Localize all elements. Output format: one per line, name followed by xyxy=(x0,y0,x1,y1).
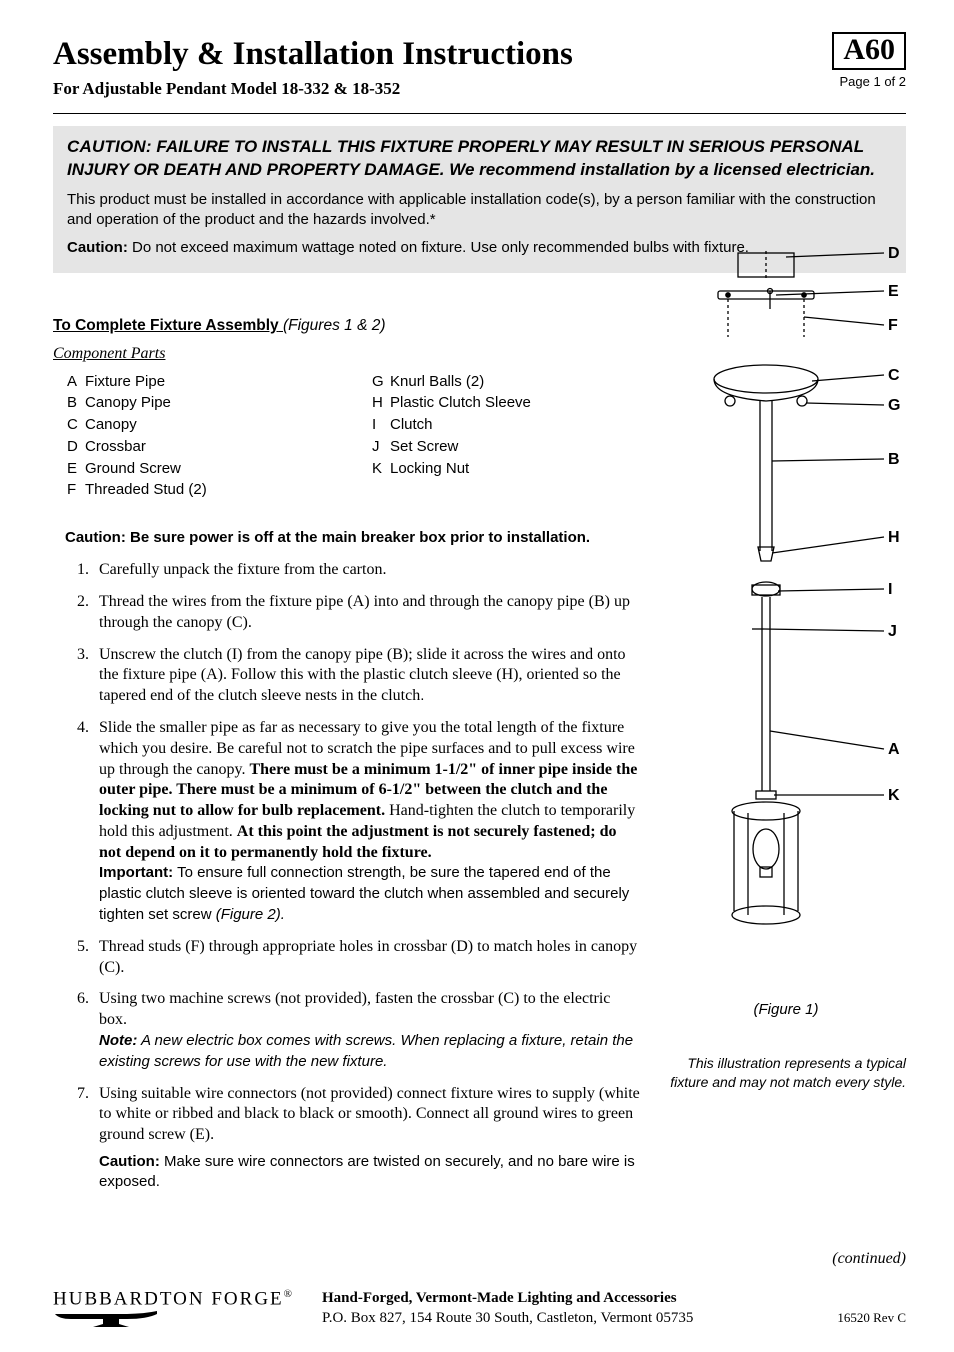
part-name: Crossbar xyxy=(85,436,207,458)
section-fig-ref: (Figures 1 & 2) xyxy=(283,317,386,335)
part-name: Ground Screw xyxy=(85,458,207,480)
step-6: Using two machine screws (not provided),… xyxy=(93,989,640,1072)
logo-text: HUBBARDTON FORGE xyxy=(53,1288,284,1309)
power-off-caution: Caution: Be sure power is off at the mai… xyxy=(53,529,640,546)
parts-list: A B C D E F Fixture Pipe Canopy Pipe Can… xyxy=(53,371,640,502)
part-name: Fixture Pipe xyxy=(85,371,207,393)
part-name: Plastic Clutch Sleeve xyxy=(390,392,531,414)
part-letter: E xyxy=(67,458,85,480)
page-title: Assembly & Installation Instructions xyxy=(53,36,573,73)
diagram-label-i: I xyxy=(888,581,892,599)
part-name: Knurl Balls (2) xyxy=(390,371,531,393)
part-letter: C xyxy=(67,414,85,436)
part-letter: K xyxy=(372,458,390,480)
page-number: Page 1 of 2 xyxy=(832,74,906,89)
step-5: Thread studs (F) through appropriate hol… xyxy=(93,937,640,979)
diagram-label-a: A xyxy=(888,741,900,759)
registered-mark: ® xyxy=(284,1288,294,1300)
section-title: To Complete Fixture Assembly (Figures 1 … xyxy=(53,317,640,335)
part-name: Threaded Stud (2) xyxy=(85,479,207,501)
caution-p3-bold: Caution: xyxy=(67,239,128,256)
step-4f: (Figure 2). xyxy=(216,906,285,923)
step-1: Carefully unpack the fixture from the ca… xyxy=(93,560,640,581)
steps-list: Carefully unpack the fixture from the ca… xyxy=(53,560,640,1191)
diagram-label-f: F xyxy=(888,317,898,335)
part-letter: D xyxy=(67,436,85,458)
footer-tagline: Hand-Forged, Vermont-Made Lighting and A… xyxy=(322,1289,809,1309)
footer-address: P.O. Box 827, 154 Route 30 South, Castle… xyxy=(322,1309,809,1329)
page-footer: HUBBARDTON FORGE® Hand-Forged, Vermont-M… xyxy=(53,1288,906,1328)
page-subtitle: For Adjustable Pendant Model 18-332 & 18… xyxy=(53,79,573,99)
step-6a: Using two machine screws (not provided),… xyxy=(99,990,610,1028)
diagram-label-j: J xyxy=(888,623,897,641)
step-4-important: Important: xyxy=(99,864,173,881)
section-title-text: To Complete Fixture Assembly xyxy=(53,317,279,334)
step-7: Using suitable wire connectors (not prov… xyxy=(93,1084,640,1191)
diagram-label-k: K xyxy=(888,787,900,805)
caution-p3-rest: Do not exceed maximum wattage noted on f… xyxy=(128,239,749,256)
anvil-icon xyxy=(53,1310,163,1328)
step-3-text: Unscrew the clutch (I) from the canopy p… xyxy=(99,646,626,705)
part-letter: A xyxy=(67,371,85,393)
continued-label: (continued) xyxy=(53,1250,906,1268)
fixture-diagram-svg xyxy=(666,251,906,991)
part-name: Canopy xyxy=(85,414,207,436)
caution-p2: This product must be installed in accord… xyxy=(67,190,892,231)
diagram-label-b: B xyxy=(888,451,900,469)
figure-1-caption: (Figure 1) xyxy=(666,1001,906,1018)
diagram-label-h: H xyxy=(888,529,900,547)
part-letter: H xyxy=(372,392,390,414)
step-3-dot: . xyxy=(420,687,424,704)
header-rule xyxy=(53,113,906,114)
step-7-caution-bold: Caution: xyxy=(99,1153,160,1170)
footer-rev: 16520 Rev C xyxy=(837,1310,906,1328)
diagram-label-c: C xyxy=(888,367,900,385)
logo: HUBBARDTON FORGE® xyxy=(53,1288,294,1328)
part-name: Locking Nut xyxy=(390,458,531,480)
figure-1-diagram: D E F C G B H I J A K xyxy=(666,251,906,991)
part-letter: F xyxy=(67,479,85,501)
step-6-note: A new electric box comes with screws. Wh… xyxy=(99,1032,633,1070)
doc-code: A60 xyxy=(832,32,906,70)
diagram-label-g: G xyxy=(888,397,900,415)
step-4: Slide the smaller pipe as far as necessa… xyxy=(93,718,640,926)
diagram-label-d: D xyxy=(888,245,900,263)
part-name: Set Screw xyxy=(390,436,531,458)
part-name: Clutch xyxy=(390,414,531,436)
part-letter: B xyxy=(67,392,85,414)
part-letter: I xyxy=(372,414,390,436)
step-7-caution: Make sure wire connectors are twisted on… xyxy=(99,1153,635,1190)
caution-lead: CAUTION: xyxy=(67,137,152,156)
part-letter: G xyxy=(372,371,390,393)
step-7a: Using suitable wire connectors (not prov… xyxy=(99,1085,640,1144)
diagram-label-e: E xyxy=(888,283,899,301)
step-2: Thread the wires from the fixture pipe (… xyxy=(93,592,640,634)
step-3: Unscrew the clutch (I) from the canopy p… xyxy=(93,645,640,707)
component-parts-heading: Component Parts xyxy=(53,345,640,363)
caution-lead-rest: FAILURE TO INSTALL THIS FIXTURE PROPERLY… xyxy=(67,137,875,179)
step-4e: To ensure full connection strength, be s… xyxy=(99,864,629,923)
part-name: Canopy Pipe xyxy=(85,392,207,414)
figure-1-note: This illustration represents a typical f… xyxy=(666,1054,906,1092)
part-letter: J xyxy=(372,436,390,458)
step-6-note-bold: Note: xyxy=(99,1032,137,1049)
